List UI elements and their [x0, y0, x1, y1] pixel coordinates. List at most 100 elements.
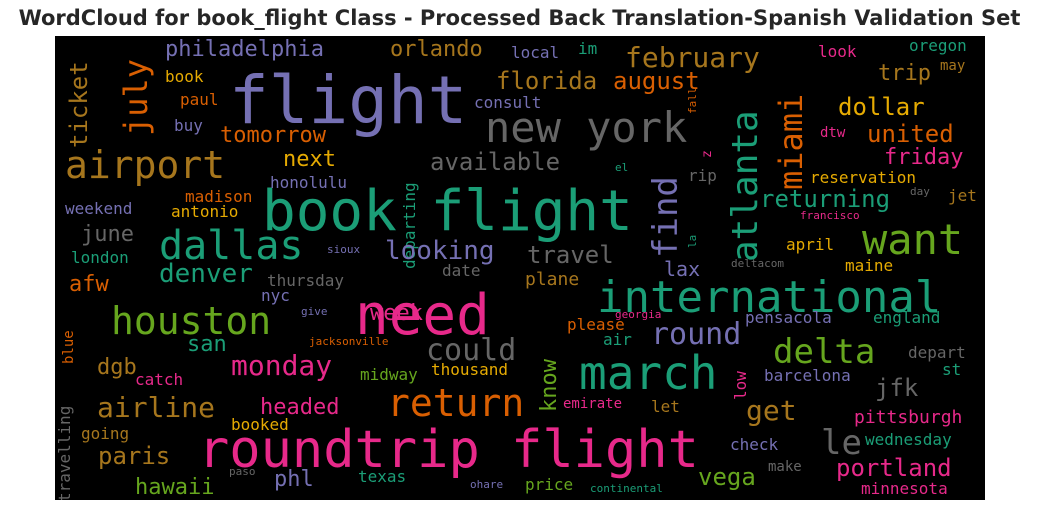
- word-trip: trip: [878, 61, 931, 86]
- word-round: round: [651, 317, 742, 352]
- word-get: get: [746, 394, 797, 427]
- word-le: le: [821, 423, 862, 463]
- word-jfk: jfk: [875, 374, 919, 402]
- word-travelling: travelling: [55, 405, 74, 500]
- word-england: england: [873, 308, 941, 327]
- word-airline: airline: [97, 391, 216, 424]
- word-jacksonville: jacksonville: [309, 335, 389, 348]
- word-paul: paul: [180, 90, 219, 109]
- word-plane: plane: [525, 269, 580, 290]
- word-antonio: antonio: [171, 202, 239, 221]
- word-roundtrip-flight: roundtrip flight: [198, 420, 699, 480]
- word-let: let: [651, 397, 680, 416]
- word-madison: madison: [185, 187, 253, 206]
- word-february: february: [625, 41, 760, 74]
- word-barcelona: barcelona: [764, 366, 851, 385]
- word-delta: delta: [773, 332, 876, 372]
- word-local: local: [511, 43, 560, 62]
- word-week: week: [370, 301, 423, 326]
- word-georgia: georgia: [615, 308, 662, 321]
- word-pittsburgh: pittsburgh: [854, 407, 963, 428]
- word-francisco: francisco: [800, 209, 860, 222]
- word-oregon: oregon: [909, 36, 967, 55]
- word-la: la: [686, 234, 699, 248]
- word-continental: continental: [590, 482, 663, 495]
- word-denver: denver: [159, 259, 253, 289]
- word-blue: blue: [61, 330, 77, 364]
- word-check: check: [730, 435, 779, 454]
- word-im: im: [578, 39, 598, 58]
- word-need: need: [355, 283, 490, 348]
- word-rip: rip: [688, 166, 717, 185]
- word-paris: paris: [98, 442, 171, 470]
- word-march: march: [579, 346, 718, 400]
- word-book-flight: book flight: [262, 179, 633, 244]
- word-price: price: [525, 475, 574, 494]
- word-available: available: [430, 148, 561, 176]
- word-st: st: [942, 360, 962, 379]
- word-phl: phl: [274, 467, 314, 492]
- word-hawaii: hawaii: [135, 475, 215, 500]
- word-dallas: dallas: [159, 223, 304, 269]
- word-deltacom: deltacom: [731, 257, 784, 270]
- word-london: london: [71, 248, 129, 267]
- word-afw: afw: [69, 272, 109, 297]
- word-depart: depart: [908, 343, 966, 362]
- word-dgb: dgb: [97, 355, 137, 380]
- word-friday: friday: [884, 145, 964, 170]
- word-united: united: [867, 120, 954, 148]
- word-honolulu: honolulu: [270, 173, 348, 192]
- word-pensacola: pensacola: [745, 308, 832, 327]
- word-thousand: thousand: [431, 360, 509, 379]
- word-find: find: [646, 176, 686, 258]
- word-july: july: [117, 58, 155, 136]
- word-wednesday: wednesday: [865, 430, 952, 449]
- word-make: make: [768, 459, 802, 475]
- word-look: look: [818, 42, 857, 61]
- word-day: day: [910, 185, 930, 198]
- word-booked: booked: [231, 415, 289, 434]
- word-z: z: [700, 150, 715, 158]
- word-cloud: flight book flight roundtrip flight need…: [55, 36, 985, 500]
- word-dollar: dollar: [838, 93, 925, 121]
- word-nyc: nyc: [261, 286, 290, 305]
- word-returning: returning: [760, 185, 891, 213]
- word-june: june: [81, 222, 134, 247]
- word-orlando: orlando: [390, 37, 483, 62]
- word-date: date: [442, 261, 481, 280]
- word-vega: vega: [698, 463, 756, 491]
- word-give: give: [301, 305, 328, 318]
- word-return: return: [387, 381, 525, 425]
- word-please: please: [567, 315, 625, 334]
- word-catch: catch: [135, 370, 184, 389]
- word-jet: jet: [948, 186, 977, 205]
- word-international: international: [597, 272, 942, 323]
- word-emirate: emirate: [563, 396, 623, 412]
- word-may: may: [940, 58, 966, 74]
- word-portland: portland: [836, 454, 952, 482]
- word-buy: buy: [174, 116, 203, 135]
- word-houston: houston: [111, 299, 272, 343]
- word-thursday: thursday: [267, 271, 345, 290]
- word-texas: texas: [358, 467, 407, 486]
- word-weekend: weekend: [65, 199, 133, 218]
- word-tomorrow: tomorrow: [220, 123, 326, 148]
- word-el: el: [615, 161, 629, 174]
- word-going: going: [81, 424, 130, 443]
- word-maine: maine: [845, 256, 894, 275]
- word-ohare: ohare: [470, 478, 504, 491]
- word-atlanta: atlanta: [725, 110, 766, 262]
- word-flight: flight: [229, 62, 468, 139]
- word-sioux: sioux: [327, 243, 361, 256]
- word-next: next: [283, 147, 336, 172]
- word-looking: looking: [385, 236, 495, 266]
- word-miami: miami: [772, 93, 810, 190]
- word-airport: airport: [65, 143, 226, 187]
- word-could: could: [426, 333, 517, 368]
- word-paso: paso: [229, 465, 256, 478]
- word-book: book: [165, 67, 204, 86]
- word-air: air: [603, 330, 632, 349]
- word-new-york: new york: [485, 103, 688, 152]
- word-monday: monday: [231, 349, 333, 382]
- word-midway: midway: [360, 365, 418, 384]
